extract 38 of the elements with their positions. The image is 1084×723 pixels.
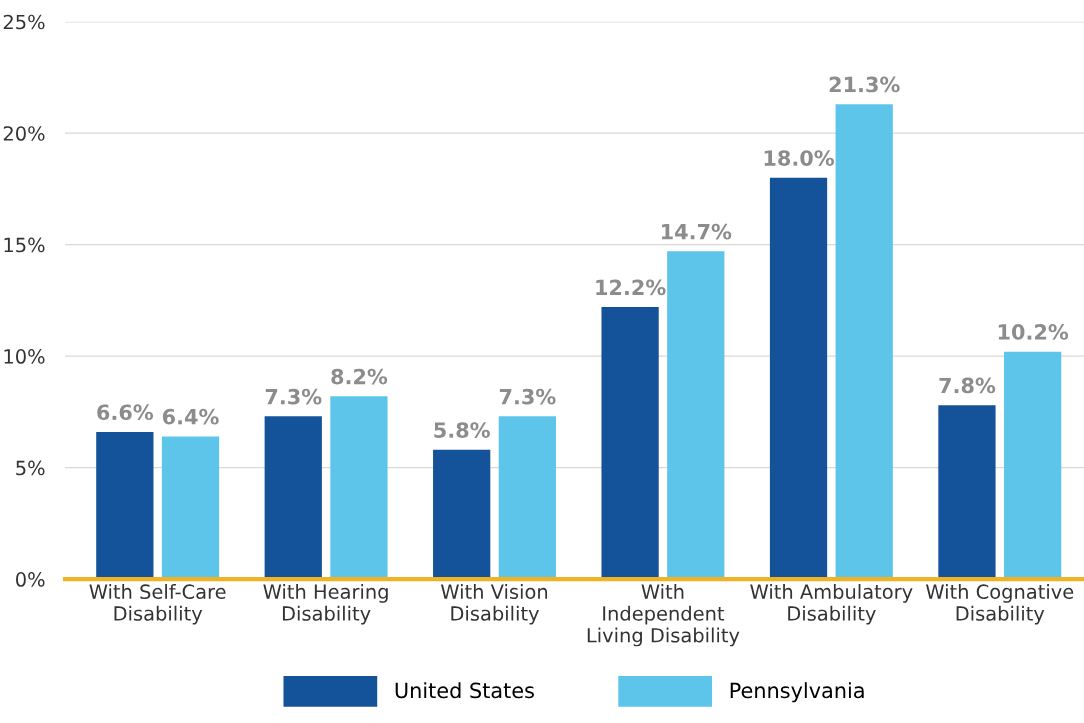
bar [498,416,556,580]
legend-label: Pennsylvania [730,682,864,703]
data-label: 10.2% [998,324,1069,340]
data-label: 12.2% [596,279,666,296]
data-label: 7.3% [265,388,322,405]
bar [835,104,893,580]
bar [433,449,491,580]
bar [601,307,659,580]
data-label: 7.3% [499,388,556,405]
data-label: 8.2% [331,368,388,385]
data-label: 14.7% [662,223,732,240]
bar [667,251,725,580]
data-label: 18.0% [764,150,834,166]
x-tick-label: With Self-Care Disability [89,583,226,625]
bar [1004,351,1062,580]
data-label: 5.8% [434,422,490,438]
bar [330,396,388,580]
data-label: 7.8% [939,377,996,394]
legend-label: United States [395,682,534,699]
y-tick-label: 0% [16,572,45,587]
y-tick-label: 5% [16,460,45,476]
bar [938,405,996,580]
x-tick-label: With Ambulatory Disability [750,583,913,625]
y-tick-label: 20% [3,126,45,141]
y-tick-label: 10% [4,349,45,364]
x-tick-label: With Hearing Disability [263,583,388,625]
x-tick-label: With Cognative Disability [926,583,1074,625]
bar [769,177,828,580]
bar [96,431,154,580]
bar [264,416,322,580]
x-tick-label: With Independent Living Disability [587,583,740,647]
data-label: 6.4% [162,408,219,425]
bar [161,436,220,580]
x-tick-label: With Vision Disability [441,583,548,625]
y-tick-label: 25% [3,14,45,30]
y-tick-label: 15% [4,237,45,253]
data-label: 21.3% [829,76,900,93]
data-label: 6.6% [97,404,154,421]
